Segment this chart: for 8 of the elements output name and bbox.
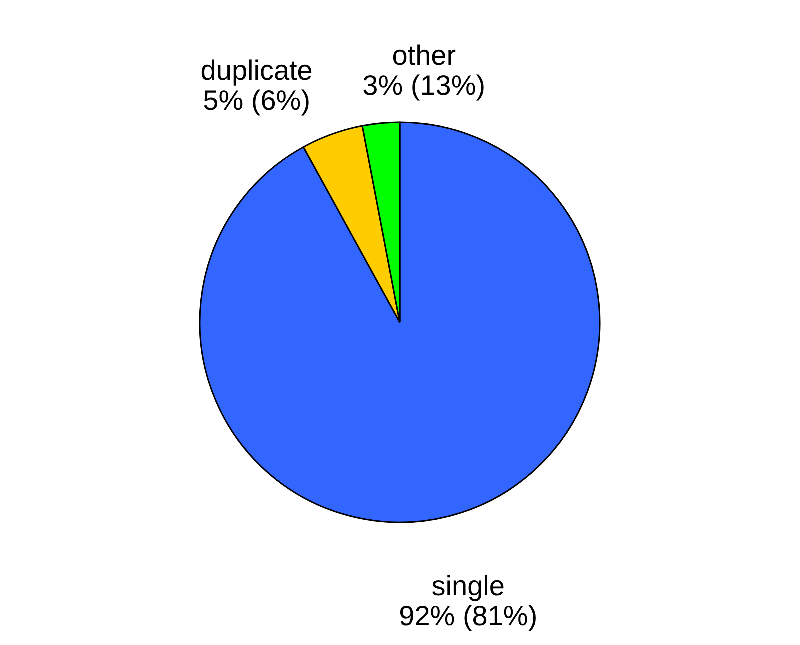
slice-label: single xyxy=(432,570,505,602)
data-label: 92% (81%) xyxy=(399,600,538,632)
pie-slice xyxy=(302,125,401,324)
data-label: 3% (13%) xyxy=(362,70,486,102)
pie-slice xyxy=(199,122,601,523)
slice-label: duplicate xyxy=(200,54,313,86)
data-label: 5% (6%) xyxy=(203,84,311,116)
slice-label: other xyxy=(392,40,456,72)
